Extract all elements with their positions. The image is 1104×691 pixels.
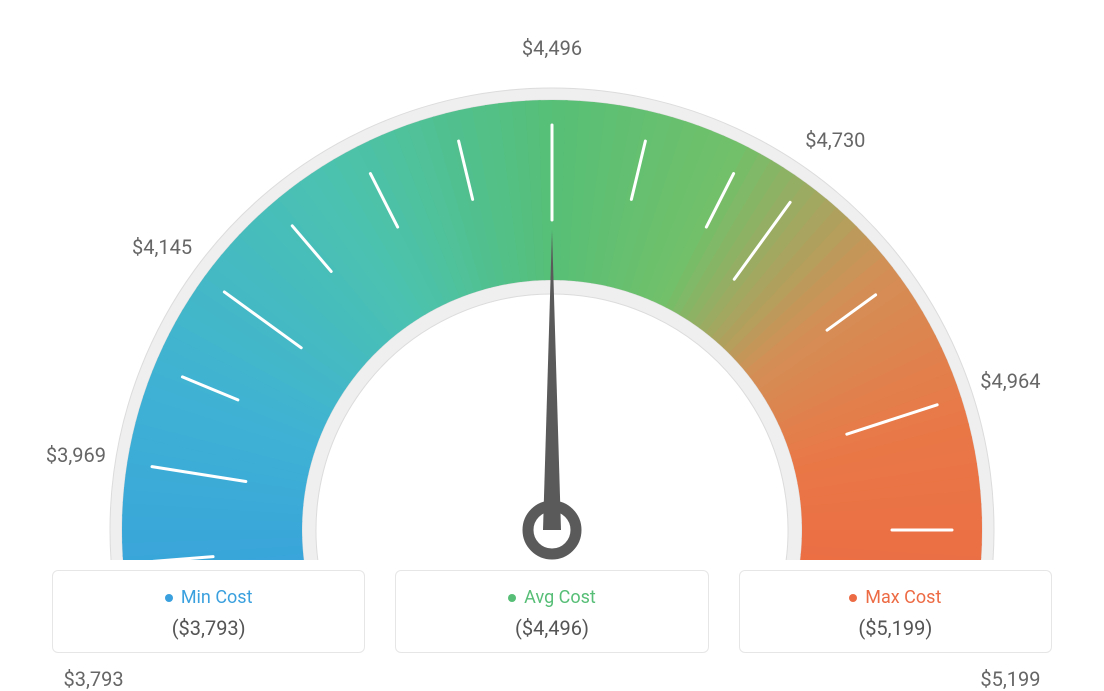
gauge-tick-label: $5,199 xyxy=(980,667,1040,691)
legend-label-max: Max Cost xyxy=(865,587,941,608)
gauge-tick-label: $3,969 xyxy=(46,443,106,467)
gauge-tick-label: $4,496 xyxy=(522,36,582,60)
legend-card-min: Min Cost ($3,793) xyxy=(52,570,365,653)
legend-card-max: Max Cost ($5,199) xyxy=(739,570,1052,653)
gauge-chart: $3,793$3,969$4,145$4,496$4,730$4,964$5,1… xyxy=(22,20,1082,560)
legend-dot-avg xyxy=(508,594,516,602)
legend-value-avg: ($4,496) xyxy=(406,616,697,640)
legend-row: Min Cost ($3,793) Avg Cost ($4,496) Max … xyxy=(52,570,1052,653)
gauge-tick-label: $3,793 xyxy=(64,667,124,691)
gauge-svg xyxy=(22,20,1082,560)
legend-dot-min xyxy=(165,594,173,602)
legend-value-max: ($5,199) xyxy=(750,616,1041,640)
gauge-tick-label: $4,145 xyxy=(132,235,192,259)
legend-top: Max Cost xyxy=(750,587,1041,608)
legend-top: Avg Cost xyxy=(406,587,697,608)
legend-value-min: ($3,793) xyxy=(63,616,354,640)
legend-label-avg: Avg Cost xyxy=(524,587,596,608)
legend-top: Min Cost xyxy=(63,587,354,608)
legend-dot-max xyxy=(849,594,857,602)
gauge-tick-label: $4,964 xyxy=(980,369,1040,393)
gauge-tick-label: $4,730 xyxy=(805,128,865,152)
legend-card-avg: Avg Cost ($4,496) xyxy=(395,570,708,653)
legend-label-min: Min Cost xyxy=(181,587,253,608)
